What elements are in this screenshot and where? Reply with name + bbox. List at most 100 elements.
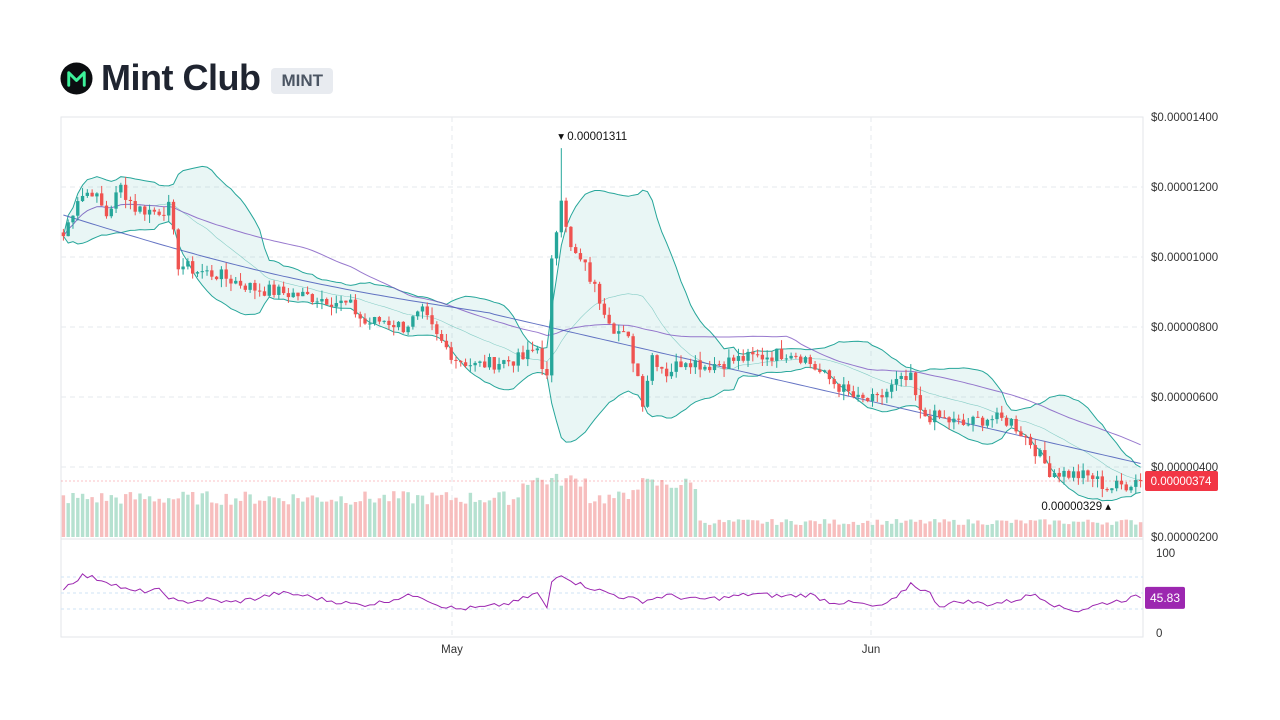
volume-bar bbox=[526, 484, 530, 537]
volume-bar bbox=[746, 519, 750, 537]
candle bbox=[430, 307, 434, 331]
candle bbox=[923, 407, 927, 417]
candle-body bbox=[1086, 470, 1090, 476]
candle bbox=[162, 206, 166, 221]
candle bbox=[1086, 469, 1090, 482]
volume-bar bbox=[1048, 524, 1052, 537]
candle bbox=[741, 349, 745, 363]
candle-body bbox=[444, 340, 449, 348]
candle-body bbox=[947, 417, 951, 423]
volume-bar bbox=[320, 501, 324, 537]
candle bbox=[348, 294, 353, 304]
volume-bar bbox=[444, 492, 449, 537]
candle-body bbox=[147, 209, 152, 215]
candle bbox=[664, 362, 669, 383]
volume-bar bbox=[253, 503, 257, 537]
candle bbox=[133, 193, 137, 216]
candle-body bbox=[138, 206, 142, 212]
candle bbox=[329, 297, 334, 316]
candle-body bbox=[813, 364, 817, 370]
candle bbox=[899, 372, 903, 387]
candle-body bbox=[545, 368, 549, 376]
price-tick-label: $0.00001200 bbox=[1151, 182, 1218, 194]
volume-bar bbox=[1009, 522, 1014, 537]
volume-bar bbox=[636, 489, 640, 537]
candle-body bbox=[957, 418, 961, 420]
chart-frame bbox=[60, 116, 1144, 638]
candle-body bbox=[473, 362, 477, 366]
candle-body bbox=[310, 294, 315, 302]
candle-body bbox=[679, 361, 683, 368]
candle bbox=[444, 333, 449, 350]
volume-bar bbox=[947, 521, 951, 537]
volume-bar bbox=[272, 497, 276, 537]
candle-body bbox=[952, 418, 956, 423]
long-moving-average-line bbox=[63, 214, 1141, 464]
candle-body bbox=[693, 360, 698, 368]
volume-bar bbox=[1067, 524, 1071, 537]
candle bbox=[535, 345, 540, 354]
candle-body bbox=[784, 358, 788, 360]
volume-bar bbox=[574, 478, 578, 537]
volume-bar bbox=[90, 497, 94, 537]
candle-body bbox=[123, 184, 128, 200]
volume-bar bbox=[411, 503, 415, 537]
volume-bar bbox=[861, 523, 865, 537]
candle-body bbox=[478, 361, 482, 363]
volume-bar bbox=[473, 501, 477, 537]
volume-bar bbox=[1100, 524, 1104, 537]
volume-bar bbox=[119, 503, 123, 537]
candle bbox=[904, 369, 908, 387]
candle-body bbox=[866, 398, 870, 402]
candle-body bbox=[674, 361, 678, 372]
time-tick-label: May bbox=[441, 644, 463, 656]
volume-bar bbox=[866, 520, 870, 537]
volume-bar bbox=[918, 519, 923, 537]
bollinger-lower-line bbox=[62, 221, 1141, 502]
volume-bar bbox=[593, 501, 597, 537]
candle bbox=[406, 325, 410, 336]
candle-body bbox=[942, 417, 946, 419]
candle bbox=[435, 321, 439, 341]
candle-body bbox=[1071, 471, 1076, 478]
candle bbox=[971, 415, 975, 432]
candle bbox=[210, 265, 214, 281]
candle-body bbox=[650, 355, 654, 381]
candle-body bbox=[894, 378, 899, 385]
volume-bar bbox=[894, 519, 899, 537]
candle-body bbox=[641, 376, 645, 407]
volume-bar bbox=[416, 495, 420, 537]
candle-body bbox=[1129, 486, 1133, 491]
volume-bar bbox=[641, 478, 645, 537]
candle bbox=[190, 256, 195, 279]
candle-body bbox=[550, 258, 554, 376]
candle bbox=[468, 358, 473, 373]
candle-body bbox=[133, 201, 137, 212]
candle-body bbox=[492, 357, 496, 370]
volume-bar bbox=[401, 491, 405, 537]
candle bbox=[382, 320, 386, 324]
candle-body bbox=[71, 215, 75, 223]
candle-body bbox=[454, 359, 458, 361]
candle bbox=[186, 258, 190, 270]
candle bbox=[980, 415, 985, 432]
volume-bar bbox=[703, 522, 707, 537]
candle bbox=[550, 255, 554, 383]
candle-body bbox=[396, 321, 401, 328]
candle-body bbox=[889, 384, 894, 392]
candle bbox=[712, 357, 717, 374]
candle-body bbox=[1009, 419, 1014, 426]
rsi-value-badge bbox=[1145, 586, 1185, 609]
candle-body bbox=[899, 376, 903, 379]
candle-body bbox=[334, 303, 338, 307]
candle bbox=[765, 350, 769, 366]
volume-bar bbox=[1052, 520, 1057, 537]
candle bbox=[655, 354, 659, 372]
candle bbox=[866, 397, 870, 403]
candle-body bbox=[688, 363, 693, 368]
volume-bar bbox=[162, 502, 166, 537]
volume-bar bbox=[755, 520, 760, 537]
candle bbox=[377, 315, 382, 325]
volume-bar bbox=[770, 519, 774, 537]
